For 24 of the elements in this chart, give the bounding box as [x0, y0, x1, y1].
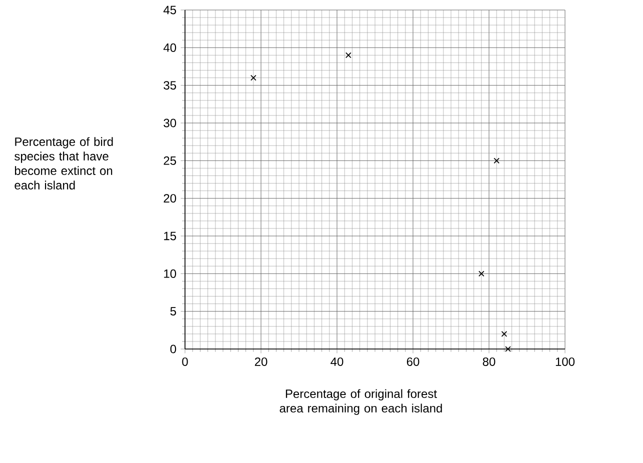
point	[250, 74, 256, 81]
point	[494, 158, 500, 164]
x-tick-label: 40	[330, 357, 344, 366]
y-tick-label: 0	[170, 344, 176, 354]
y-tick-label: 30	[164, 118, 176, 128]
point	[501, 331, 508, 337]
y-tick-label: 25	[164, 156, 176, 165]
point	[478, 270, 484, 277]
y-tick-label: 45	[163, 6, 176, 14]
y-tick-label: 10	[164, 269, 176, 278]
y-tick-label: 40	[163, 43, 176, 52]
y-tick-label: 35	[164, 81, 176, 90]
point	[505, 346, 511, 352]
x-tick-label: 60	[406, 357, 420, 366]
x-tick-label: 20	[254, 357, 268, 366]
y-tick-label: 15	[164, 232, 176, 240]
y-axis-title: Percentage of bird species that have become extinct on each island	[14, 137, 113, 190]
x-axis-title: Percentage of original forest area remaining on each island	[280, 389, 442, 415]
y-tick-label: 5	[170, 307, 176, 316]
x-tick-label: 100	[556, 357, 575, 366]
x-tick-label: 0	[182, 357, 188, 366]
x-tick-label: 80	[482, 357, 496, 366]
point	[345, 52, 352, 58]
y-tick-label: 20	[164, 194, 176, 203]
